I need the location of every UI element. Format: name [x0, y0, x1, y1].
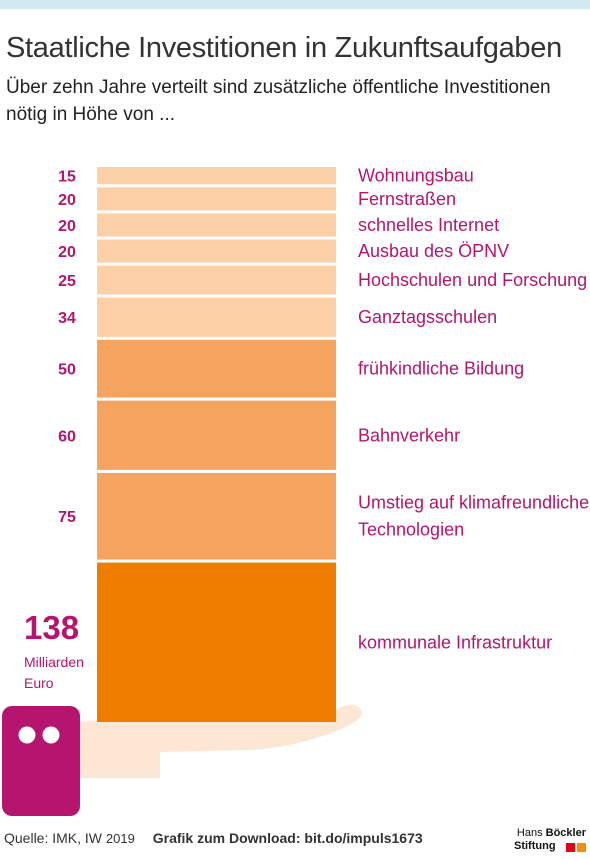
value-labels: 15 20 20 20 25 34 50 60 75 [58, 169, 76, 527]
source-year: 2019 [105, 831, 135, 846]
value-label-ausbau-des-oepnv: 20 [58, 244, 76, 261]
footer: Quelle: IMK, IW 2019 Grafik zum Download… [4, 830, 423, 846]
bar-segment-wohnungsbau [97, 167, 336, 185]
bar-segment-ganztagsschulen [97, 297, 336, 337]
bar-segment-fernstrassen [97, 187, 336, 211]
logo-square-orange [577, 843, 586, 852]
category-label-hochschulen-und-forschung: Hochschulen und Forschung [358, 270, 587, 290]
chart-subtitle: Über zehn Jahre verteilt sind zusätzlich… [6, 77, 551, 125]
total-value: 138 [24, 609, 80, 646]
bar-segment-fruehkindliche-bildung [97, 339, 336, 398]
hans-boeckler-logo: Hans Böckler Stiftung [508, 827, 588, 855]
download-link[interactable]: Grafik zum Download: bit.do/impuls1673 [152, 830, 423, 846]
value-label-hochschulen-und-forschung: 25 [58, 273, 76, 290]
value-label-bahnverkehr: 60 [58, 428, 76, 445]
hand-illustration [2, 704, 363, 816]
hand-palm [60, 704, 363, 778]
total-unit: Milliarden Euro [24, 654, 84, 691]
category-label-kommunale-infrastruktur: kommunale Infrastruktur [358, 632, 552, 652]
value-label-schnelles-internet: 20 [58, 218, 76, 235]
category-label-bahnverkehr: Bahnverkehr [358, 425, 460, 445]
category-label-fruehkindliche-bildung: frühkindliche Bildung [358, 359, 524, 379]
value-label-fruehkindliche-bildung: 50 [58, 362, 76, 379]
bar-segment-kommunale-infrastruktur [97, 562, 336, 722]
logo-word-stiftung: Stiftung [514, 840, 556, 852]
chart-title: Staatliche Investitionen in Zukunftsaufg… [6, 32, 562, 64]
category-label-ausbau-des-oepnv: Ausbau des ÖPNV [358, 241, 509, 261]
category-label-ganztagsschulen: Ganztagsschulen [358, 307, 497, 327]
category-label-umstieg-auf-klimafreundliche-technologien: Umstieg auf klimafreundliche Technologien [358, 493, 589, 540]
bar-segment-ausbau-des-oepnv [97, 239, 336, 263]
value-label-ganztagsschulen: 34 [58, 310, 76, 327]
category-label-schnelles-internet: schnelles Internet [358, 215, 499, 235]
bar-segment-umstieg-auf-klimafreundliche-technologien [97, 472, 336, 560]
cuff-button-right [42, 726, 60, 744]
logo-line-1: Hans Böckler [517, 827, 586, 840]
logo-square-red [566, 843, 575, 852]
category-label-fernstrassen: Fernstraßen [358, 189, 456, 209]
cuff-button-left [18, 726, 36, 744]
bar-segment-bahnverkehr [97, 400, 336, 470]
top-bar [0, 0, 590, 9]
value-label-wohnungsbau: 15 [58, 169, 76, 186]
category-labels: Wohnungsbau Fernstraßen schnelles Internet… [358, 166, 589, 653]
bar-segment-hochschulen-und-forschung [97, 265, 336, 295]
bar-segments [97, 167, 336, 722]
bar-segment-schnelles-internet [97, 213, 336, 237]
value-label-fernstrassen: 20 [58, 192, 76, 209]
value-label-umstieg-auf-klimafreundliche-technologien: 75 [58, 509, 76, 526]
stacked-bar-chart: 15 20 20 20 25 34 50 60 75 Wohnungsbau Fernstraße… [2, 166, 589, 816]
source-label: Quelle: IMK, IW [4, 830, 103, 846]
logo-word-boeckler: Böckler [545, 827, 586, 839]
logo-word-hans: Hans [516, 827, 543, 839]
category-label-wohnungsbau: Wohnungsbau [358, 166, 474, 186]
sleeve-cuff [2, 706, 80, 816]
